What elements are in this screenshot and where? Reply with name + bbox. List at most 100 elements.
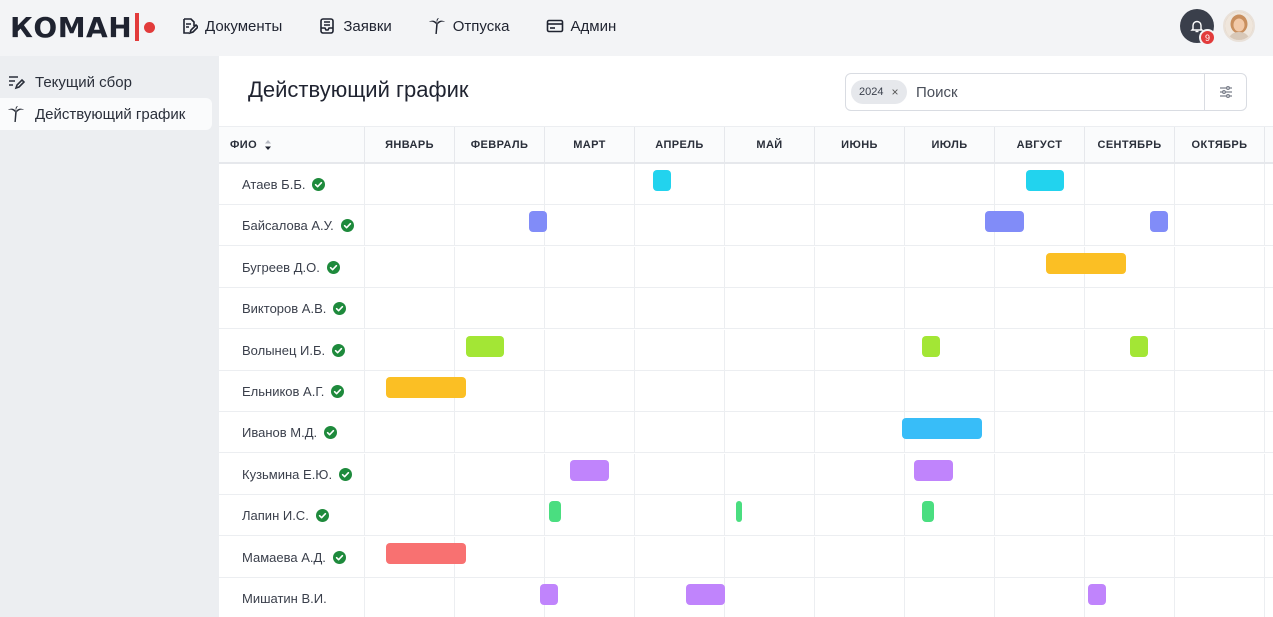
vacation-bar[interactable] <box>1026 170 1065 191</box>
vacation-bar[interactable] <box>652 170 671 191</box>
column-divider <box>994 495 995 537</box>
sidebar-item-current-collection[interactable]: Текущий сбор <box>0 66 212 98</box>
column-divider <box>1174 371 1175 412</box>
column-header-month: ОКТЯБРЬ <box>1174 127 1264 163</box>
column-divider <box>1084 371 1085 412</box>
approved-check-icon <box>312 178 326 191</box>
column-divider <box>814 164 815 205</box>
user-avatar[interactable] <box>1223 10 1255 42</box>
column-divider <box>724 288 725 330</box>
column-divider <box>904 205 905 247</box>
sort-descending-icon[interactable] <box>263 139 273 151</box>
vacation-schedule-table: ФИО ЯНВАРЬ ФЕВРАЛЬ МАРТ АПРЕЛЬ МАЙ ИЮНЬ ИЮЛЬ АВ… <box>219 126 1273 617</box>
approved-check-icon <box>340 219 354 233</box>
vacation-bar[interactable] <box>922 501 934 523</box>
palm-tree-icon <box>428 18 445 34</box>
close-icon[interactable]: × <box>891 85 899 99</box>
inbox-icon <box>320 18 335 34</box>
approved-check-icon <box>332 343 346 357</box>
nav-item-documents[interactable]: Документы <box>180 17 282 35</box>
column-divider <box>994 536 995 578</box>
vacation-bar[interactable] <box>985 211 1024 233</box>
column-header-month: ИЮЛЬ <box>904 127 994 163</box>
filter-settings-button[interactable] <box>1204 74 1246 110</box>
employee-cell[interactable]: Волынец И.Б. <box>242 330 346 371</box>
nav-item-admin[interactable]: Админ <box>546 17 616 35</box>
column-header-month: СЕНТЯБРЬ <box>1084 127 1174 163</box>
table-header: ФИО ЯНВАРЬ ФЕВРАЛЬ МАРТ АПРЕЛЬ МАЙ ИЮНЬ ИЮЛЬ АВ… <box>219 126 1273 164</box>
edit-list-icon <box>9 76 25 90</box>
nav-item-vacations[interactable]: Отпуска <box>428 17 510 35</box>
column-divider <box>904 329 905 371</box>
column-divider <box>454 453 455 495</box>
column-divider <box>1264 453 1265 495</box>
vacation-bar[interactable] <box>540 584 559 605</box>
vacation-bar[interactable] <box>1149 211 1168 233</box>
year-filter-chip[interactable]: 2024 × <box>851 80 907 104</box>
column-divider <box>1264 164 1265 205</box>
table-row: Атаев Б.Б. <box>219 164 1273 205</box>
employee-cell[interactable]: Бугреев Д.О. <box>242 247 340 288</box>
approved-check-icon <box>339 467 353 481</box>
column-divider <box>724 453 725 495</box>
vacation-bar[interactable] <box>913 459 953 481</box>
search-input[interactable] <box>916 77 1201 107</box>
employee-cell[interactable]: Кузьмина Е.Ю. <box>242 454 353 495</box>
employee-cell[interactable]: Мамаева А.Д. <box>242 537 346 578</box>
vacation-bar[interactable] <box>385 542 466 564</box>
vacation-bar[interactable] <box>686 584 725 605</box>
column-divider <box>1084 453 1085 495</box>
column-divider <box>454 205 455 247</box>
column-divider <box>454 495 455 537</box>
column-divider <box>904 578 905 617</box>
employee-name: Бугреев Д.О. <box>242 259 320 275</box>
vacation-bar[interactable] <box>735 501 742 523</box>
sidebar-item-active-schedule[interactable]: Действующий график <box>0 98 212 130</box>
vacation-bar[interactable] <box>1087 584 1106 605</box>
column-divider <box>634 412 635 454</box>
column-divider <box>994 288 995 330</box>
vacation-bar[interactable] <box>902 418 983 440</box>
app-logo[interactable]: КОМАН <box>10 10 156 44</box>
employee-cell[interactable]: Мишатин В.И. <box>242 578 327 617</box>
vacation-bar[interactable] <box>922 335 940 357</box>
vacation-bar[interactable] <box>465 335 505 357</box>
column-divider <box>1174 246 1175 288</box>
palm-tree-icon <box>8 106 24 122</box>
vacation-bar[interactable] <box>1129 335 1148 357</box>
vacation-bar[interactable] <box>385 377 466 398</box>
column-divider <box>814 205 815 247</box>
column-divider <box>1084 495 1085 537</box>
column-divider <box>634 246 635 288</box>
column-divider <box>454 578 455 617</box>
employee-cell[interactable]: Атаев Б.Б. <box>242 164 326 205</box>
employee-cell[interactable]: Лапин И.С. <box>242 495 329 536</box>
column-divider <box>994 412 995 454</box>
column-divider <box>364 371 365 412</box>
column-divider <box>904 371 905 412</box>
table-row: Мамаева А.Д. <box>219 536 1273 578</box>
employee-cell[interactable]: Ельников А.Г. <box>242 371 345 412</box>
column-header-month: ИЮНЬ <box>814 127 904 163</box>
page-title: Действующий график <box>248 77 469 102</box>
vacation-bar[interactable] <box>1046 252 1127 274</box>
column-divider <box>364 536 365 578</box>
employee-name: Атаев Б.Б. <box>242 177 306 192</box>
vacation-bar[interactable] <box>528 211 547 233</box>
vacation-bar[interactable] <box>570 459 609 481</box>
column-divider <box>1264 578 1265 617</box>
column-divider <box>544 536 545 578</box>
approved-check-icon <box>331 385 345 398</box>
column-header-name[interactable]: ФИО <box>219 127 364 163</box>
column-divider <box>724 412 725 454</box>
employee-cell[interactable]: Викторов А.В. <box>242 288 347 329</box>
column-divider <box>994 246 995 288</box>
vacation-bar[interactable] <box>549 501 562 523</box>
nav-item-requests[interactable]: Заявки <box>318 17 392 35</box>
employee-cell[interactable]: Иванов М.Д. <box>242 412 338 453</box>
column-divider <box>724 205 725 247</box>
employee-cell[interactable]: Байсалова А.У. <box>242 205 354 246</box>
table-row: Ельников А.Г. <box>219 371 1273 412</box>
column-divider <box>1264 288 1265 330</box>
logo-dot-mark <box>144 21 156 33</box>
